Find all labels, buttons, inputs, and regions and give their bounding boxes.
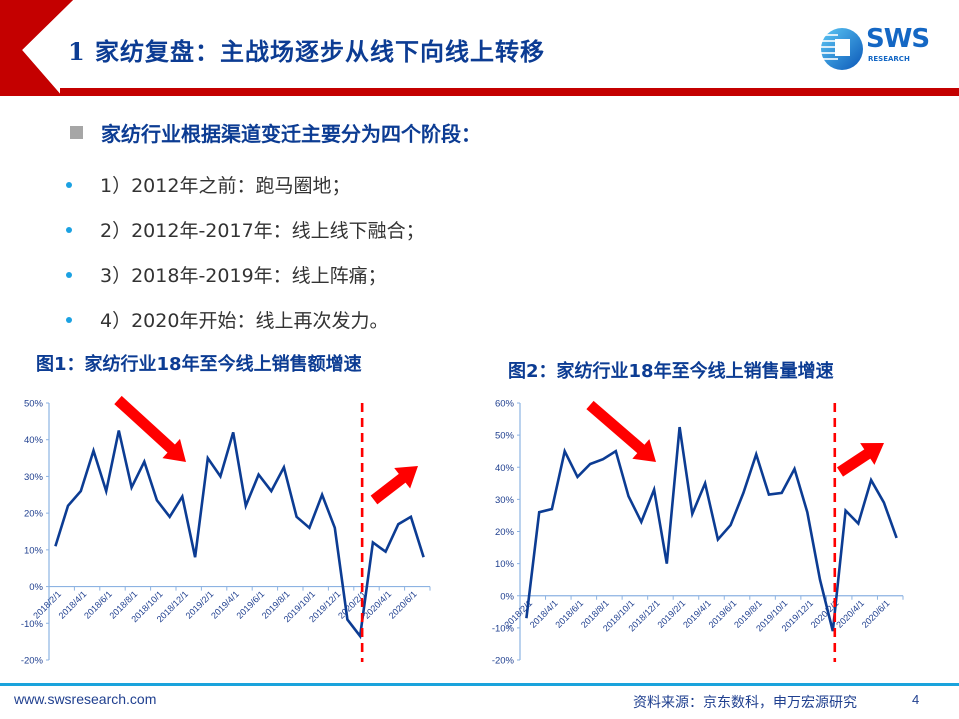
chart-2-sales-volume-growth: -20%-10%0%10%20%30%40%50%60%2018/2/12018… xyxy=(492,399,904,667)
list-item-text: 1）2012年之前：跑马圈地； xyxy=(100,175,351,197)
page-title: 1 家纺复盘：主战场逐步从线下向线上转移 xyxy=(68,37,546,66)
logo-subtext: RESEARCH xyxy=(868,55,910,63)
data-line xyxy=(54,430,425,640)
y-tick-label: 0% xyxy=(29,582,43,593)
figure-1-title: 图1：家纺行业18年至今线上销售额增速 xyxy=(36,354,362,375)
y-tick-label: -20% xyxy=(21,656,44,667)
heading-text: 家纺行业根据渠道变迁主要分为四个阶段： xyxy=(101,122,481,146)
page-number: 4 xyxy=(912,692,920,707)
red-chevron-decoration xyxy=(0,0,73,96)
list-item: 1）2012年之前：跑马圈地； xyxy=(60,162,425,207)
square-bullet-icon xyxy=(70,126,83,139)
figure-2-title: 图2：家纺行业18年至今线上销售量增速 xyxy=(508,361,834,382)
list-item: 2）2012年-2017年：线上线下融合； xyxy=(60,207,425,252)
bullet-dot-icon xyxy=(66,226,72,233)
slide-header: 1 家纺复盘：主战场逐步从线下向线上转移 SWS RESEARCH xyxy=(0,0,959,96)
footer-divider xyxy=(0,683,959,686)
y-tick-label: -10% xyxy=(492,623,515,634)
list-item-text: 3）2018年-2019年：线上阵痛； xyxy=(100,265,387,287)
y-tick-label: -20% xyxy=(492,656,515,667)
stage-list: 1）2012年之前：跑马圈地； 2）2012年-2017年：线上线下融合； 3）… xyxy=(60,162,425,342)
y-tick-label: 60% xyxy=(495,399,515,410)
y-tick-label: -10% xyxy=(21,619,44,630)
sws-globe-icon xyxy=(820,28,863,70)
y-tick-label: 40% xyxy=(495,463,515,474)
footer-website-link[interactable]: www.swsresearch.com xyxy=(14,691,157,707)
bullet-dot-icon xyxy=(66,316,72,323)
list-item: 4）2020年开始：线上再次发力。 xyxy=(60,297,425,342)
y-tick-label: 50% xyxy=(495,431,515,442)
sws-logo: SWS RESEARCH xyxy=(820,24,940,72)
x-tick-label: 2020/6/1 xyxy=(387,589,419,621)
y-tick-label: 0% xyxy=(500,591,514,602)
bullet-dot-icon xyxy=(66,181,72,188)
y-tick-label: 10% xyxy=(495,559,515,570)
data-line xyxy=(525,426,898,632)
uptrend-arrow-icon xyxy=(836,443,884,477)
chart-1-sales-value-growth: -20%-10%0%10%20%30%40%50%2018/2/12018/4/… xyxy=(21,395,431,667)
logo-text: SWS xyxy=(866,24,930,54)
section-heading: 家纺行业根据渠道变迁主要分为四个阶段： xyxy=(70,118,481,147)
y-tick-label: 30% xyxy=(24,472,44,483)
x-tick-label: 2020/6/1 xyxy=(860,598,892,630)
downtrend-arrow-icon xyxy=(114,395,186,462)
downtrend-arrow-icon xyxy=(586,400,656,462)
y-tick-label: 40% xyxy=(24,435,44,446)
y-tick-label: 20% xyxy=(495,527,515,538)
y-tick-label: 30% xyxy=(495,495,515,506)
y-tick-label: 20% xyxy=(24,509,44,520)
header-red-bar xyxy=(60,88,959,96)
bullet-dot-icon xyxy=(66,271,72,278)
footer-source: 资料来源：京东数科，申万宏源研究 xyxy=(633,695,857,711)
list-item-text: 2）2012年-2017年：线上线下融合； xyxy=(100,220,425,242)
uptrend-arrow-icon xyxy=(370,466,418,505)
y-tick-label: 50% xyxy=(24,399,44,410)
list-item-text: 4）2020年开始：线上再次发力。 xyxy=(100,310,389,332)
list-item: 3）2018年-2019年：线上阵痛； xyxy=(60,252,425,297)
y-tick-label: 10% xyxy=(24,545,44,556)
